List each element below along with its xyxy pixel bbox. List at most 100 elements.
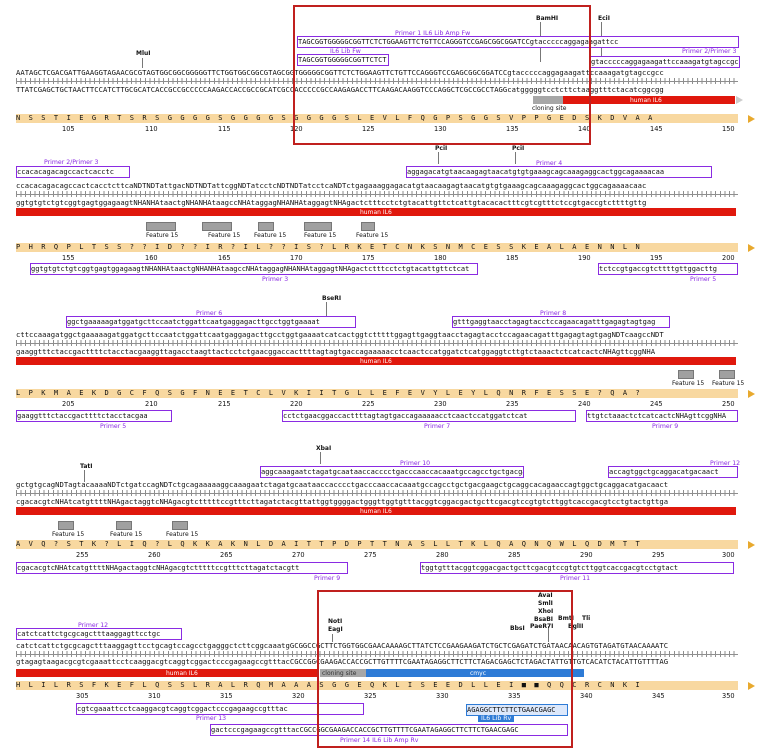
feature-15-box[interactable]: [146, 222, 176, 231]
feature-15-box[interactable]: [172, 521, 188, 530]
site-line: [320, 452, 321, 464]
primer-3-feature[interactable]: ggtgtgtctgtcggtgagtggagaagtNHANHAtaactgN…: [30, 263, 478, 275]
feature-15-box[interactable]: [361, 222, 375, 231]
site-label-mlui[interactable]: MluI: [136, 50, 151, 57]
top-strand-sequence[interactable]: ccacacagacagccactcacctcttcaNDTNDTattgacN…: [16, 181, 647, 190]
primer-13-feature[interactable]: cgtcgaaattcctcaaggacgtcaggtcggactcccgaga…: [76, 703, 364, 715]
primer-8-feature[interactable]: gtttgaggtaacctagagtacctccagaacagatttgaga…: [452, 316, 670, 328]
top-strand-sequence[interactable]: cttccaaagatggctgaaaaagatggatgcttccaatctg…: [16, 330, 664, 339]
bottom-strand-sequence[interactable]: cgacacgtcNHAtcatgttttNHAgactaggtcNHAgacg…: [16, 497, 669, 506]
feature-label: Feature 15: [146, 232, 179, 239]
aa-number: 280: [436, 551, 449, 559]
primer-label: Primer 7: [424, 423, 451, 430]
site-label-bamhi[interactable]: BamHI: [536, 15, 559, 22]
primer-1-feature[interactable]: TAGCGGTGGGGGCGGTTCTCTGGAAGTTCTGTTCCAGGGT…: [297, 36, 739, 48]
feature-label: Feature 15: [356, 232, 389, 239]
aa-number: 290: [580, 551, 593, 559]
primer-2-3-feature[interactable]: ccacacagacagccactcacctc: [16, 166, 130, 178]
feature-15-box[interactable]: [116, 521, 132, 530]
strand-ruler: [16, 191, 738, 197]
primer-label: Primer 9: [652, 423, 679, 430]
site-label-noti[interactable]: NotI: [328, 618, 343, 625]
aa-number: 255: [76, 551, 89, 559]
cloning-site-feature[interactable]: [320, 669, 366, 677]
bottom-strand-sequence[interactable]: gtagagtaagacgcgtcgaaattcctcaaggacgtcaggt…: [16, 657, 669, 666]
bottom-strand-sequence[interactable]: ggtgtgtctgtcggtgagtggagaagtNHANHAtaactgN…: [16, 198, 647, 207]
site-label-xhoi[interactable]: XhoI: [538, 608, 554, 615]
bottom-strand-sequence[interactable]: TTATCGAGCTGCTAACTTCCATCTTGCGCATCACCGCCGC…: [16, 85, 664, 94]
site-label-bbsi[interactable]: BbsI: [510, 625, 525, 632]
primer-10-feature[interactable]: aggcaaagaatctagatgcaataaccacccctgacccaac…: [260, 466, 524, 478]
site-label-eagi[interactable]: EagI: [328, 626, 343, 633]
aa-number: 245: [650, 400, 663, 408]
feature-label: cmyc: [470, 670, 486, 677]
site-line: [142, 58, 143, 68]
primer-label: Primer 12: [710, 460, 741, 467]
feature-15-box[interactable]: [258, 222, 274, 231]
primer-9-feature[interactable]: cgacacgtcNHAtcatgttttNHAgactaggtcNHAgacg…: [16, 562, 348, 574]
site-label-tli[interactable]: Tli: [582, 615, 591, 622]
aa-number: 225: [362, 400, 375, 408]
cloning-site-feature[interactable]: [533, 96, 563, 104]
primer-9-feature[interactable]: ttgtctaaactctcatcactcNHAgttcggNHA: [586, 410, 738, 422]
primer-11-feature[interactable]: tggtgtttacggtcggacgactgcttcgacgtccgtgtct…: [420, 562, 734, 574]
primer-label: Primer 11: [560, 575, 591, 582]
site-label-bsabi[interactable]: BsaBI: [534, 616, 553, 623]
site-line: [326, 302, 327, 316]
feature-15-box[interactable]: [719, 370, 735, 379]
strand-ruler: [16, 78, 738, 84]
feature-label: cloning site: [322, 670, 357, 677]
feature-15-box[interactable]: [678, 370, 694, 379]
site-label-pcii-2[interactable]: PciI: [512, 145, 525, 152]
site-line: [84, 470, 85, 482]
primer-12-feature[interactable]: accagtggctgcaggacatgacaact: [608, 466, 738, 478]
aa-number: 250: [722, 400, 735, 408]
human-il6-feature[interactable]: [16, 357, 736, 365]
top-strand-sequence[interactable]: AATAGCTCGACGATTGAAGGTAGAACGCGTAGTGGCGGCG…: [16, 68, 664, 77]
primer-label: Primer 1 IL6 Lib Amp Fw: [395, 30, 471, 37]
primer-4-feature[interactable]: aggagacatgtaacaagagtaacatgtgtgaaagcagcaa…: [406, 166, 712, 178]
human-il6-feature[interactable]: [16, 669, 319, 677]
primer-7-feature[interactable]: cctctgaacggaccacttttagtagtgaccagaaaaacct…: [282, 410, 576, 422]
bottom-strand-sequence[interactable]: gaaggtttctaccgacttttctacctacgaaggttagacc…: [16, 347, 656, 356]
site-label-tati[interactable]: TatI: [80, 463, 93, 470]
aa-number: 330: [436, 692, 449, 700]
top-strand-sequence[interactable]: gctgtgcagNDTagtacaaaaNDTctgatccagNDTctgc…: [16, 480, 669, 489]
il6-lib-fw-feature[interactable]: TAGCGGTGGGGGCGGTTCTCT: [297, 54, 389, 66]
il6-lib-rv-feature[interactable]: AGAGGCTTCTTCTGAACGAGC: [466, 704, 568, 716]
cmyc-feature[interactable]: [366, 669, 584, 677]
primer-5-feature[interactable]: tctccgtgaccgtcttttgttggacttg: [598, 263, 738, 275]
site-label-avai[interactable]: AvaI: [538, 592, 553, 599]
human-il6-feature[interactable]: [16, 507, 736, 515]
feature-label: human IL6: [166, 670, 198, 677]
site-label-xbai[interactable]: XbaI: [316, 445, 332, 452]
site-label-bmti[interactable]: BmtI: [558, 615, 574, 622]
aa-number: 340: [580, 692, 593, 700]
primer-14-feature[interactable]: gactcccgagaagccgtttacCGCCGGCGAAGACCACCGC…: [210, 724, 568, 736]
site-label-bglii[interactable]: BglII: [568, 623, 584, 630]
site-label-paer7i[interactable]: PaeR7I: [530, 623, 554, 630]
aa-number: 265: [220, 551, 233, 559]
site-label-pcii[interactable]: PciI: [435, 145, 448, 152]
aa-translation: H L I L R S F K E F L Q S S L R A L R Q …: [16, 681, 738, 690]
top-strand-sequence[interactable]: catctcattctgcgcagctttaaggagttcctgcagtcca…: [16, 641, 669, 650]
primer-5-feature[interactable]: gaaggtttctaccgacttttctacctacgaa: [16, 410, 172, 422]
primer-label: IL6 Lib Fw: [330, 48, 361, 55]
aa-number: 295: [652, 551, 665, 559]
site-line: [515, 152, 516, 164]
feature-label: Feature 15: [304, 232, 337, 239]
human-il6-feature[interactable]: [563, 96, 735, 104]
feature-15-box[interactable]: [202, 222, 232, 231]
feature-label: Feature 15: [672, 380, 705, 387]
human-il6-feature[interactable]: [16, 208, 736, 216]
aa-number: 335: [508, 692, 521, 700]
feature-15-box[interactable]: [58, 521, 74, 530]
primer-2-3-feature[interactable]: gtacccccaggagaagattccaaagatgtagccgcc: [590, 56, 740, 68]
primer-label: Primer 9: [314, 575, 341, 582]
primer-12-feature[interactable]: catctcattctgcgcagctttaaggagttcctgc: [16, 628, 182, 640]
site-label-ecii[interactable]: EciI: [598, 15, 610, 22]
site-label-smli[interactable]: SmlI: [538, 600, 553, 607]
primer-6-feature[interactable]: ggctgaaaaagatggatgcttccaatctggattcaatgag…: [66, 316, 356, 328]
feature-15-box[interactable]: [304, 222, 332, 231]
site-label-bseri[interactable]: BseRI: [322, 295, 342, 302]
